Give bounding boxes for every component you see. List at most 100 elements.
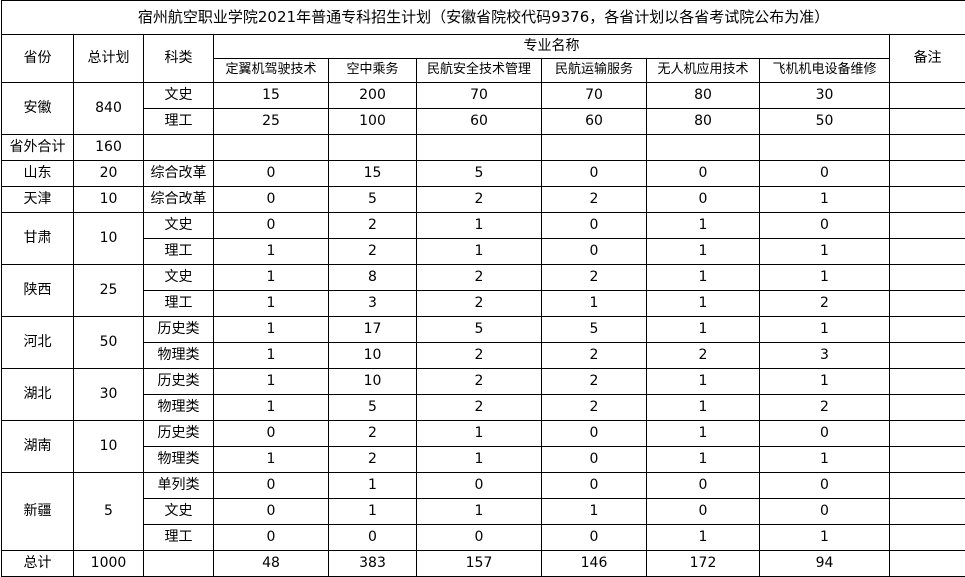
cell-category: 综合改革 xyxy=(144,187,214,213)
cell-major-6-count: 50 xyxy=(760,109,890,135)
cell-note xyxy=(890,421,965,447)
cell-major-1-count: 0 xyxy=(214,161,329,187)
cell-note xyxy=(890,135,965,161)
cell-category: 单列类 xyxy=(144,473,214,499)
cell-total-plan: 10 xyxy=(74,187,144,213)
cell-major-3-count: 2 xyxy=(417,187,542,213)
cell-category: 物理类 xyxy=(144,343,214,369)
cell-total-plan: 30 xyxy=(74,369,144,421)
cell-major-6-count: 1 xyxy=(760,369,890,395)
cell-major-2-count: 5 xyxy=(329,395,417,421)
cell-category: 物理类 xyxy=(144,447,214,473)
cell-major-2-count: 2 xyxy=(329,447,417,473)
cell-major-2-count: 1 xyxy=(329,473,417,499)
cell-major-4-count: 2 xyxy=(542,187,647,213)
cell-major-2-count: 5 xyxy=(329,187,417,213)
cell-major-1-count: 0 xyxy=(214,473,329,499)
cell-major-6-count: 2 xyxy=(760,291,890,317)
cell-note xyxy=(890,239,965,265)
cell-major-1-count: 0 xyxy=(214,499,329,525)
cell-major-1-count: 1 xyxy=(214,291,329,317)
cell-note xyxy=(890,265,965,291)
cell-province: 省外合计 xyxy=(2,135,74,161)
cell-note xyxy=(890,161,965,187)
cell-major-5-count: 1 xyxy=(647,239,760,265)
cell-major-4-count: 2 xyxy=(542,265,647,291)
column-header-major-5: 无人机应用技术 xyxy=(647,59,760,83)
cell-major-2-count: 2 xyxy=(329,421,417,447)
cell-major-3-count: 1 xyxy=(417,421,542,447)
cell-major-3-count: 5 xyxy=(417,317,542,343)
cell-major-3-count: 5 xyxy=(417,161,542,187)
cell-major-2-count xyxy=(329,135,417,161)
cell-major-1-count: 1 xyxy=(214,317,329,343)
cell-major-5-count: 0 xyxy=(647,473,760,499)
cell-province: 天津 xyxy=(2,187,74,213)
cell-major-4-count: 2 xyxy=(542,369,647,395)
cell-major-5-count: 1 xyxy=(647,447,760,473)
cell-province: 湖南 xyxy=(2,421,74,473)
cell-major-2-count: 17 xyxy=(329,317,417,343)
cell-major-2-count: 2 xyxy=(329,239,417,265)
cell-major-1-count xyxy=(214,135,329,161)
page-title: 宿州航空职业学院2021年普通专科招生计划（安徽省院校代码9376，各省计划以各… xyxy=(2,1,965,35)
cell-major-2-count: 0 xyxy=(329,525,417,551)
cell-major-5-count: 0 xyxy=(647,187,760,213)
cell-major-5-count: 80 xyxy=(647,109,760,135)
cell-major-1-count: 0 xyxy=(214,213,329,239)
cell-province: 安徽 xyxy=(2,83,74,135)
cell-major-3-count: 0 xyxy=(417,473,542,499)
cell-major-6-count: 1 xyxy=(760,239,890,265)
cell-major-1-count: 1 xyxy=(214,343,329,369)
cell-category: 文史 xyxy=(144,83,214,109)
cell-major-4-count: 1 xyxy=(542,291,647,317)
cell-major-5-count: 1 xyxy=(647,525,760,551)
cell-major-2-count: 15 xyxy=(329,161,417,187)
cell-major-6-count: 1 xyxy=(760,447,890,473)
cell-major-2-count: 8 xyxy=(329,265,417,291)
cell-major-1-count: 1 xyxy=(214,265,329,291)
cell-total-plan: 5 xyxy=(74,473,144,551)
cell-note xyxy=(890,109,965,135)
column-header-major-1: 定翼机驾驶技术 xyxy=(214,59,329,83)
cell-note xyxy=(890,343,965,369)
cell-major-5-count: 1 xyxy=(647,291,760,317)
cell-major-1-count: 1 xyxy=(214,395,329,421)
cell-major-4-count: 2 xyxy=(542,343,647,369)
cell-major-3-count: 1 xyxy=(417,239,542,265)
cell-major-4-count: 70 xyxy=(542,83,647,109)
title-row: 宿州航空职业学院2021年普通专科招生计划（安徽省院校代码9376，各省计划以各… xyxy=(2,1,965,35)
cell-province: 湖北 xyxy=(2,369,74,421)
cell-major-2-count: 10 xyxy=(329,369,417,395)
cell-major-3-count: 60 xyxy=(417,109,542,135)
cell-category: 理工 xyxy=(144,525,214,551)
cell-note xyxy=(890,213,965,239)
cell-note xyxy=(890,83,965,109)
column-header-major-2: 空中乘务 xyxy=(329,59,417,83)
cell-major-5-count: 1 xyxy=(647,369,760,395)
cell-category: 综合改革 xyxy=(144,161,214,187)
cell-major-2-count: 100 xyxy=(329,109,417,135)
cell-note xyxy=(890,473,965,499)
cell-category xyxy=(144,135,214,161)
cell-major-3-count: 2 xyxy=(417,369,542,395)
cell-note xyxy=(890,369,965,395)
cell-total-plan: 25 xyxy=(74,265,144,317)
cell-category: 理工 xyxy=(144,291,214,317)
cell-major-4-count: 0 xyxy=(542,447,647,473)
cell-category: 文史 xyxy=(144,499,214,525)
cell-major-4-count xyxy=(542,135,647,161)
cell-major-4-count: 2 xyxy=(542,395,647,421)
